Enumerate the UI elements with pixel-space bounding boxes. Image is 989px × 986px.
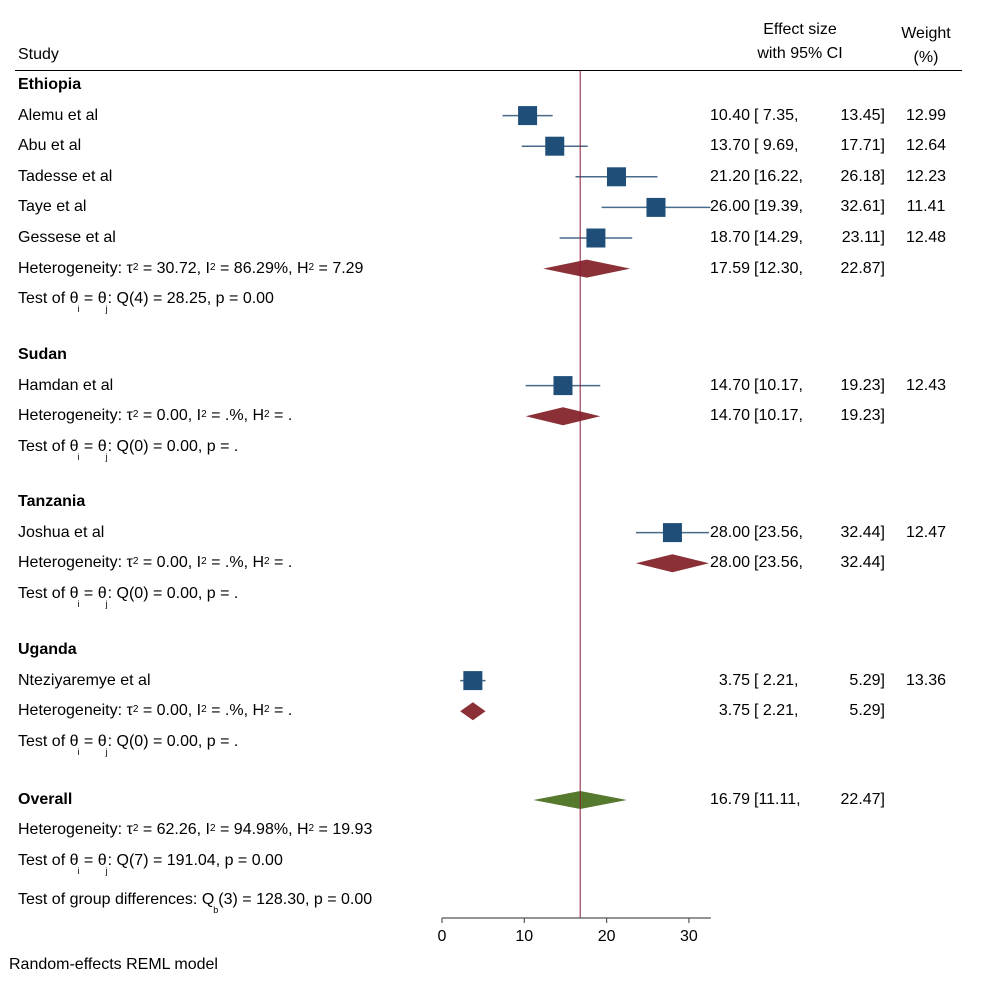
group-ethiopia-heterogeneity: Heterogeneity: τ2 = 30.72, I2 = 86.29%, …: [18, 259, 364, 277]
group-uganda-study-1-name: Nteziyaremye et al: [18, 671, 151, 689]
group-tanzania-study-1-hi: 32.44]: [840, 523, 885, 541]
group-tanzania-study-1-es: 28.00: [709, 523, 750, 541]
group-ethiopia-study-2-lo: [ 9.69,: [754, 137, 799, 155]
group-differences-test: Test of group differences: Qb(3) = 128.3…: [18, 891, 373, 915]
group-uganda-study-1-es: 3.75: [718, 671, 750, 689]
group-sudan-heterogeneity: Heterogeneity: τ2 = 0.00, I2 = .%, H2 = …: [18, 407, 293, 425]
group-tanzania-pooled-hi: 32.44]: [840, 554, 885, 572]
overall-hi: 22.47]: [840, 791, 885, 808]
group-uganda-study-1-hi: 5.29]: [844, 671, 885, 689]
group-sudan-study-1-es: 14.70: [709, 376, 750, 394]
group-tanzania-study-1-name: Joshua et al: [18, 523, 105, 541]
group-sudan-pooled-hi: 19.23]: [840, 407, 885, 425]
group-sudan-study-1-hi: 19.23]: [840, 376, 885, 394]
group-uganda-study-1-marker: [463, 671, 483, 691]
group-tanzania-pooled-diamond: [635, 554, 709, 573]
group-tanzania-test: Test of θi = θj: Q(0) = 0.00, p = .: [18, 584, 239, 609]
group-ethiopia-study-3-hi: 26.18]: [840, 167, 885, 185]
group-sudan-pooled-es: 14.70: [709, 407, 750, 425]
effect-size-header-line2: with 95% CI: [757, 45, 843, 62]
group-ethiopia-study-4-lo: [19.39,: [754, 198, 803, 216]
group-tanzania-study-1-marker: [662, 523, 682, 543]
group-tanzania-heterogeneity: Heterogeneity: τ2 = 0.00, I2 = .%, H2 = …: [18, 554, 293, 572]
group-ethiopia-study-4-marker: [646, 197, 666, 217]
group-ethiopia-study-1-lo: [ 7.35,: [754, 106, 799, 124]
group-ethiopia-study-5-hi: 23.11]: [841, 229, 885, 246]
group-uganda-pooled-lo: [ 2.21,: [754, 702, 799, 720]
group-ethiopia-pooled-diamond: [543, 259, 631, 278]
group-uganda-study-1-weight: 13.36: [905, 671, 947, 689]
group-uganda-label: Uganda: [18, 641, 77, 658]
group-uganda-heterogeneity: Heterogeneity: τ2 = 0.00, I2 = .%, H2 = …: [18, 702, 293, 720]
group-ethiopia-study-3-marker: [606, 167, 626, 187]
group-tanzania-study-1-weight: 12.47: [905, 523, 947, 541]
group-sudan-label: Sudan: [18, 346, 67, 363]
group-ethiopia-study-2-weight: 12.64: [905, 137, 947, 155]
group-sudan-study-1-name: Hamdan et al: [18, 376, 114, 394]
study-column-header: Study: [18, 46, 59, 63]
group-ethiopia-study-2-marker: [545, 136, 565, 156]
group-ethiopia-study-1-hi: 13.45]: [840, 106, 885, 124]
group-ethiopia-study-1-name: Alemu et al: [18, 106, 99, 124]
group-ethiopia-study-5-name: Gessese et al: [18, 229, 116, 246]
weight-header-line1: Weight: [901, 25, 951, 42]
overall-label: Overall: [18, 791, 73, 808]
overall-test: Test of θi = θj: Q(7) = 191.04, p = 0.00: [18, 852, 283, 876]
group-ethiopia-pooled-hi: 22.87]: [840, 259, 885, 277]
group-tanzania-pooled-es: 28.00: [709, 554, 750, 572]
group-sudan-study-1-lo: [10.17,: [754, 376, 803, 394]
group-ethiopia-pooled-lo: [12.30,: [754, 259, 803, 277]
group-ethiopia-study-4-weight: 11.41: [906, 198, 946, 216]
x-tick-label-20: 20: [597, 928, 616, 945]
group-uganda-study-1-lo: [ 2.21,: [754, 671, 799, 689]
group-ethiopia-study-3-es: 21.20: [709, 167, 750, 185]
overall-es: 16.79: [709, 791, 750, 808]
group-ethiopia-study-3-lo: [16.22,: [754, 167, 803, 185]
x-tick-label-10: 10: [515, 928, 534, 945]
group-sudan-study-1-weight: 12.43: [905, 376, 947, 394]
group-sudan-study-1-marker: [553, 376, 573, 396]
group-sudan-test: Test of θi = θj: Q(0) = 0.00, p = .: [18, 437, 239, 462]
group-tanzania-pooled-lo: [23.56,: [754, 554, 803, 572]
group-ethiopia-study-5-es: 18.70: [709, 229, 750, 246]
effect-size-header-line1: Effect size: [763, 21, 837, 38]
group-uganda-test: Test of θi = θj: Q(0) = 0.00, p = .: [18, 732, 239, 757]
group-ethiopia-study-3-name: Tadesse et al: [18, 167, 113, 185]
group-ethiopia-study-1-weight: 12.99: [905, 106, 947, 124]
group-ethiopia-study-2-hi: 17.71]: [840, 137, 885, 155]
group-ethiopia-study-2-name: Abu et al: [18, 137, 82, 155]
group-sudan-pooled-diamond: [525, 407, 601, 426]
group-ethiopia-label: Ethiopia: [18, 76, 82, 93]
group-ethiopia-study-2-es: 13.70: [709, 137, 750, 155]
group-ethiopia-study-5-lo: [14.29,: [754, 229, 803, 246]
weight-header-line2: (%): [913, 49, 939, 66]
footnote: Random-effects REML model: [9, 956, 218, 973]
group-ethiopia-study-1-es: 10.40: [709, 106, 750, 124]
group-ethiopia-test: Test of θi = θj: Q(4) = 28.25, p = 0.00: [18, 290, 274, 315]
group-sudan-pooled-lo: [10.17,: [754, 407, 803, 425]
group-uganda-pooled-es: 3.75: [718, 702, 750, 720]
x-tick-label-0: 0: [437, 928, 447, 945]
group-ethiopia-study-5-weight: 12.48: [905, 229, 947, 246]
group-ethiopia-study-3-weight: 12.23: [905, 167, 947, 185]
group-ethiopia-pooled-es: 17.59: [709, 259, 750, 277]
overall-heterogeneity: Heterogeneity: τ2 = 62.26, I2 = 94.98%, …: [18, 821, 373, 838]
group-ethiopia-study-4-es: 26.00: [709, 198, 750, 216]
group-uganda-pooled-diamond: [460, 702, 486, 721]
group-ethiopia-study-5-marker: [586, 228, 606, 248]
group-ethiopia-study-4-name: Taye et al: [18, 198, 87, 216]
overall-lo: [11.11,: [754, 791, 801, 808]
group-tanzania-study-1-lo: [23.56,: [754, 523, 803, 541]
x-tick-label-30: 30: [679, 928, 698, 945]
group-uganda-pooled-hi: 5.29]: [844, 702, 885, 720]
group-ethiopia-study-1-marker: [518, 106, 538, 126]
header-rule: [15, 70, 962, 71]
group-ethiopia-study-4-hi: 32.61]: [840, 198, 885, 216]
group-tanzania-label: Tanzania: [18, 493, 86, 510]
